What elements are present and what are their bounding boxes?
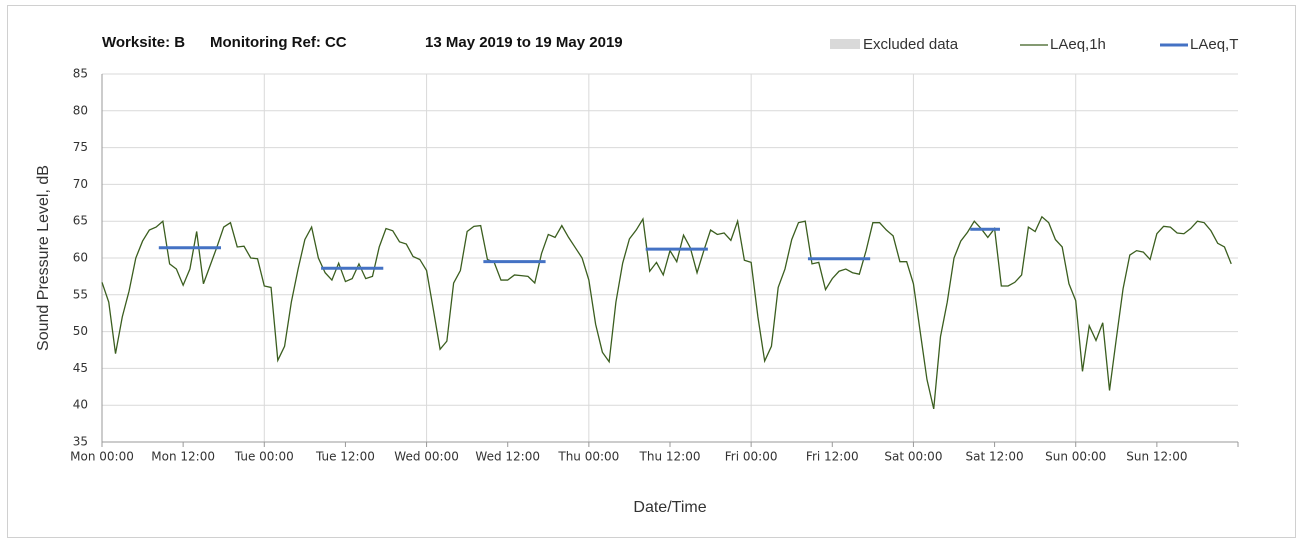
- chart-reference: Monitoring Ref: CC: [210, 34, 347, 51]
- y-tick-label: 60: [73, 251, 88, 265]
- x-tick-label: Sat 12:00: [966, 450, 1024, 464]
- chart-period: 13 May 2019 to 19 May 2019: [425, 34, 623, 51]
- chart-title: Worksite: B: [102, 34, 185, 51]
- legend-swatch: [830, 39, 860, 49]
- y-tick-label: 40: [73, 398, 88, 412]
- y-tick-label: 65: [73, 214, 88, 228]
- x-tick-label: Mon 12:00: [151, 450, 215, 464]
- legend-label: LAeq,1h: [1050, 36, 1106, 53]
- series-line: [101, 215, 1232, 410]
- y-tick-label: 45: [73, 361, 88, 375]
- x-tick-label: Sat 00:00: [884, 450, 942, 464]
- y-axis-label: Sound Pressure Level, dB: [35, 165, 52, 351]
- x-tick-label: Fri 00:00: [725, 450, 778, 464]
- x-tick-label: Sun 12:00: [1126, 450, 1187, 464]
- x-tick-label: Fri 12:00: [806, 450, 859, 464]
- y-tick-label: 85: [73, 67, 88, 81]
- x-tick-label: Tue 00:00: [234, 450, 294, 464]
- y-tick-label: 50: [73, 324, 88, 338]
- y-tick-label: 55: [73, 287, 88, 301]
- chart-frame: [7, 5, 1296, 538]
- y-tick-label: 80: [73, 103, 88, 117]
- y-tick-label: 70: [73, 177, 88, 191]
- x-tick-label: Mon 00:00: [70, 450, 134, 464]
- x-axis-label: Date/Time: [633, 499, 706, 516]
- x-tick-label: Tue 12:00: [315, 450, 375, 464]
- y-tick-label: 35: [73, 435, 88, 449]
- x-tick-label: Thu 00:00: [557, 450, 619, 464]
- x-tick-label: Wed 12:00: [475, 450, 540, 464]
- y-tick-label: 75: [73, 140, 88, 154]
- x-tick-label: Wed 00:00: [394, 450, 459, 464]
- legend-label: Excluded data: [863, 36, 959, 53]
- x-tick-label: Sun 00:00: [1045, 450, 1106, 464]
- x-tick-label: Thu 12:00: [639, 450, 701, 464]
- legend-label: LAeq,T: [1190, 36, 1238, 53]
